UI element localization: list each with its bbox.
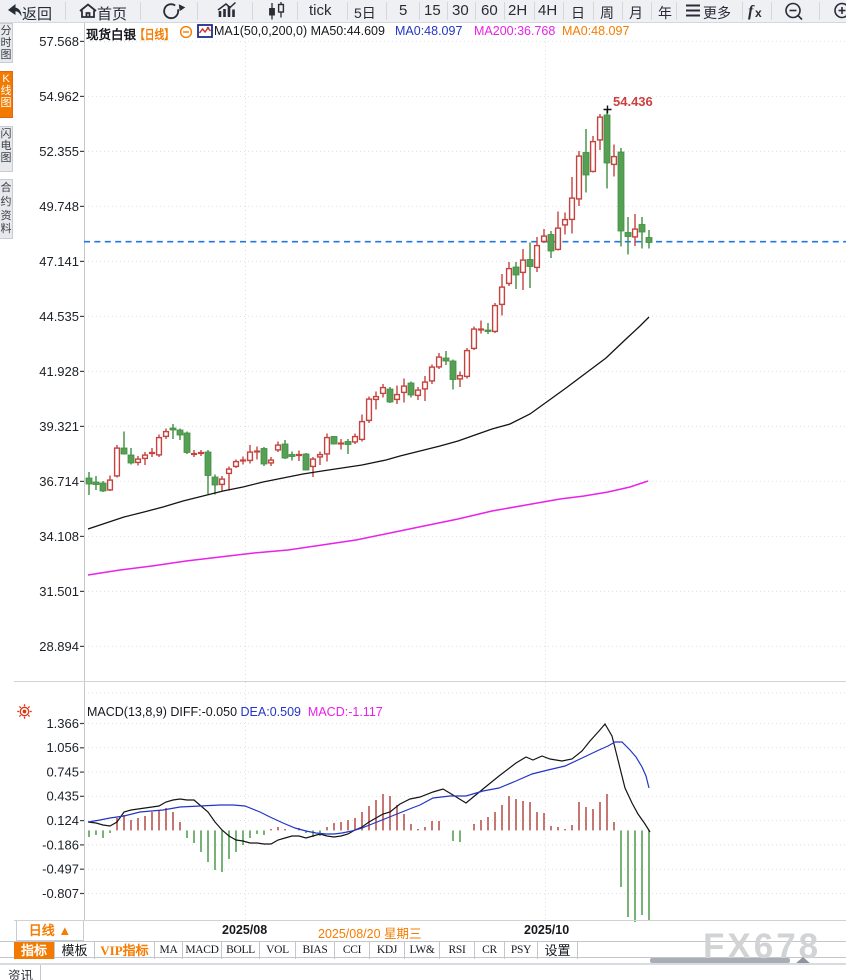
svg-text:-0.186: -0.186 xyxy=(42,837,79,852)
svg-text:31.501: 31.501 xyxy=(39,584,79,599)
svg-text:1.366: 1.366 xyxy=(46,716,79,731)
svg-text:41.928: 41.928 xyxy=(39,364,79,379)
svg-text:34.108: 34.108 xyxy=(39,529,79,544)
svg-text:44.535: 44.535 xyxy=(39,309,79,324)
svg-text:54.962: 54.962 xyxy=(39,89,79,104)
svg-text:47.141: 47.141 xyxy=(39,254,79,269)
svg-text:1.056: 1.056 xyxy=(46,740,79,755)
svg-text:28.894: 28.894 xyxy=(39,639,79,654)
svg-text:0.124: 0.124 xyxy=(46,813,79,828)
svg-text:0.745: 0.745 xyxy=(46,765,79,780)
svg-text:-0.807: -0.807 xyxy=(42,886,79,901)
svg-text:-0.497: -0.497 xyxy=(42,862,79,877)
svg-text:36.714: 36.714 xyxy=(39,474,79,489)
svg-text:52.355: 52.355 xyxy=(39,144,79,159)
svg-text:54.436: 54.436 xyxy=(613,94,653,109)
svg-text:57.568: 57.568 xyxy=(39,34,79,49)
svg-text:39.321: 39.321 xyxy=(39,419,79,434)
svg-text:f: f xyxy=(748,3,755,20)
svg-text:x: x xyxy=(755,6,762,20)
svg-text:0.435: 0.435 xyxy=(46,789,79,804)
svg-text:49.748: 49.748 xyxy=(39,199,79,214)
